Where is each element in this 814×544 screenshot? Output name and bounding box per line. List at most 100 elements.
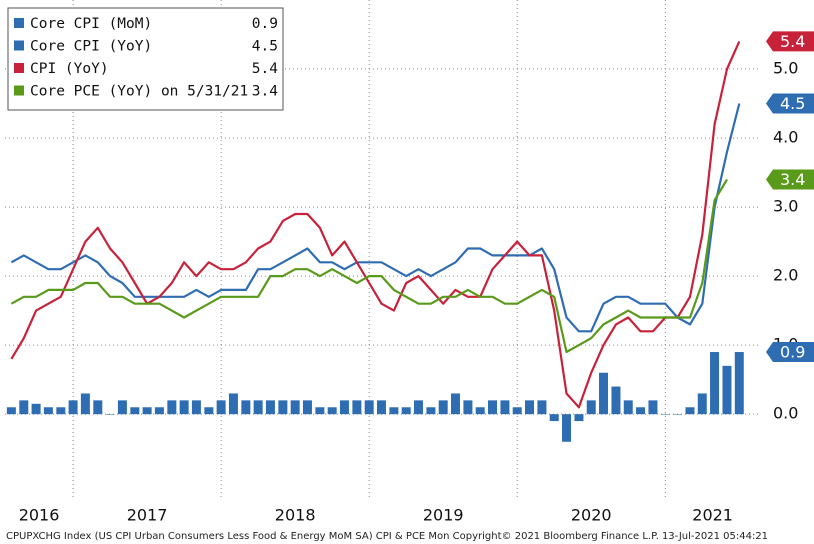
bar	[302, 400, 312, 415]
value-tag-label: 3.4	[780, 170, 805, 189]
bar	[648, 400, 658, 415]
plot	[6, 40, 744, 442]
x-tick-label: 2020	[571, 506, 612, 525]
bar	[549, 414, 559, 422]
value-tag-label: 5.4	[780, 32, 805, 51]
bar	[376, 400, 386, 415]
bar	[278, 400, 288, 415]
bar	[562, 414, 572, 442]
bar	[636, 407, 646, 415]
bar	[512, 407, 522, 415]
bar	[315, 407, 325, 415]
bar	[117, 400, 127, 415]
bar	[290, 400, 300, 415]
bar	[19, 400, 29, 415]
bar	[241, 400, 251, 415]
bar	[611, 386, 621, 415]
bar	[216, 400, 226, 415]
bar	[673, 414, 683, 415]
bar	[463, 400, 473, 415]
axes: 0.01.02.03.04.05.02016201720182019202020…	[19, 31, 814, 525]
y-tick-label: 5.0	[773, 59, 798, 78]
bar	[6, 407, 16, 415]
legend-box	[7, 7, 284, 111]
bar	[438, 400, 448, 415]
bar	[105, 414, 115, 415]
bar	[179, 400, 189, 415]
value-tag	[766, 342, 814, 363]
legend-value: 0.9	[252, 16, 278, 32]
bar	[265, 400, 275, 415]
bar	[327, 407, 337, 415]
bar	[413, 400, 423, 415]
bar	[574, 414, 584, 422]
bar	[31, 403, 41, 415]
bar	[253, 400, 263, 415]
legend-value: 3.4	[252, 84, 278, 100]
x-tick-label: 2018	[275, 506, 316, 525]
bar	[339, 400, 349, 415]
bar	[167, 400, 177, 415]
legend-value: 4.5	[252, 39, 278, 55]
x-tick-label: 2017	[127, 506, 168, 525]
bar	[204, 407, 214, 415]
bar	[500, 400, 510, 415]
x-tick-label: 2021	[692, 506, 733, 525]
x-tick-label: 2019	[423, 506, 464, 525]
y-tick-label: 4.0	[773, 128, 798, 147]
bar	[660, 414, 670, 415]
grid	[5, 0, 760, 497]
value-tag	[766, 169, 814, 190]
bar	[130, 407, 140, 415]
bar	[389, 407, 399, 415]
footer: CPUPXCHG Index (US CPI Urban Consumers L…	[6, 531, 768, 542]
bar	[154, 407, 164, 415]
bar	[599, 372, 609, 415]
bar	[623, 400, 633, 415]
legend-label: Core CPI (YoY)	[30, 39, 152, 55]
bar	[487, 400, 497, 415]
bar	[475, 407, 485, 415]
value-tag-label: 0.9	[780, 343, 805, 362]
legend-swatch	[14, 40, 24, 51]
bar	[537, 400, 547, 415]
legend-value: 5.4	[252, 61, 278, 77]
legend-swatch	[14, 85, 24, 96]
value-tag-label: 4.5	[780, 94, 805, 113]
bar	[228, 393, 238, 415]
legend-label: Core CPI (MoM)	[30, 16, 152, 32]
legend-label: Core PCE (YoY) on 5/31/21	[30, 84, 248, 100]
legend-label: CPI (YoY)	[30, 61, 109, 77]
bar	[352, 400, 362, 415]
legend: Core CPI (MoM) 0.9 Core CPI (YoY) 4.5 CPI (Y…	[7, 7, 284, 111]
bar	[56, 407, 66, 415]
bar	[710, 352, 720, 415]
legend-swatch	[14, 18, 24, 28]
bar	[426, 407, 436, 415]
bar	[586, 400, 596, 415]
bar	[450, 393, 460, 415]
bar	[43, 407, 53, 415]
bar	[734, 352, 744, 415]
x-tick-label: 2016	[19, 506, 60, 525]
bar	[80, 393, 90, 415]
value-tag	[766, 93, 814, 114]
bar	[722, 365, 732, 415]
legend-swatch	[14, 63, 24, 73]
bar	[68, 400, 78, 415]
bar	[525, 400, 535, 415]
bar	[697, 393, 707, 415]
line	[10, 178, 728, 354]
bar	[685, 407, 695, 415]
bar	[142, 407, 152, 415]
y-tick-label: 2.0	[773, 266, 798, 285]
bar	[364, 400, 374, 415]
line	[10, 103, 741, 333]
bar	[401, 407, 411, 415]
bar	[93, 400, 103, 415]
y-tick-label: 0.0	[773, 404, 798, 423]
value-tag	[766, 31, 814, 52]
y-tick-label: 3.0	[773, 197, 798, 216]
line	[10, 40, 741, 409]
